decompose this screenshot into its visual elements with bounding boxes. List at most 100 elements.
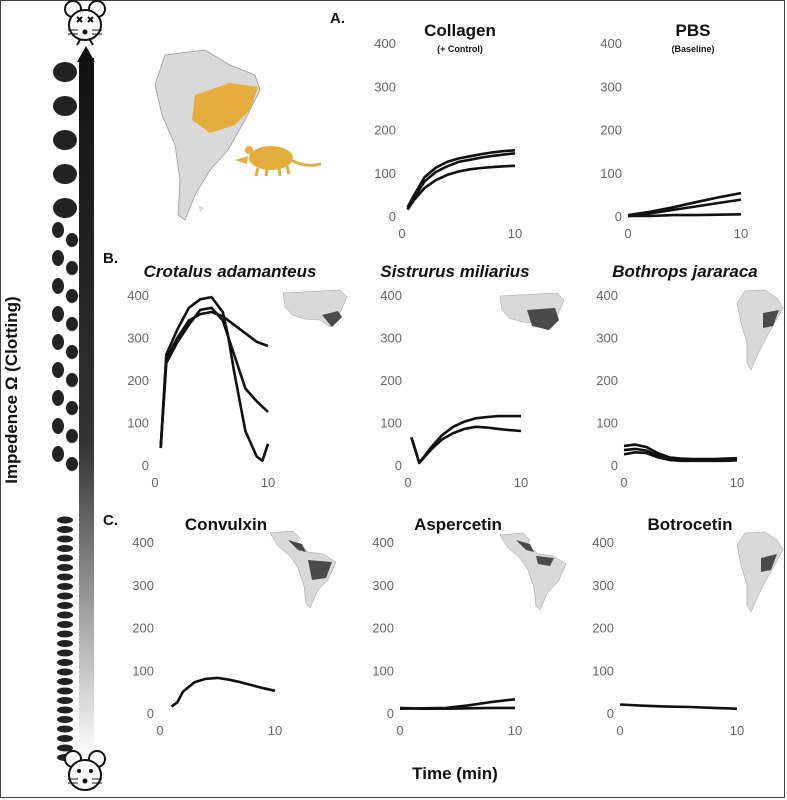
y-tick-label: 0	[147, 706, 154, 721]
chart-6: 0 100 200 300 400 0 10	[372, 535, 522, 738]
clot-fragment-icon	[52, 222, 64, 238]
y-tick-label: 200	[132, 621, 154, 636]
y-tick-label: 100	[600, 166, 622, 181]
series-line	[399, 706, 515, 711]
platelet-icon	[57, 564, 73, 571]
y-tick-label: 300	[600, 79, 622, 94]
x-tick-label: 0	[624, 226, 631, 241]
chart-2: 0 100 200 300 400 0 10	[127, 288, 275, 490]
x-tick-label: 10	[730, 723, 744, 738]
y-tick-label: 100	[596, 416, 618, 431]
y-tick-label: 0	[389, 209, 396, 224]
y-tick-label: 100	[127, 416, 149, 431]
x-tick-label: 10	[734, 226, 748, 241]
y-tick-label: 200	[596, 373, 618, 388]
chart-5: 0 100 200 300 400 0 10	[132, 535, 282, 738]
y-tick-label: 200	[592, 621, 614, 636]
y-tick-label: 200	[600, 123, 622, 138]
y-tick-label: 300	[596, 331, 618, 346]
x-tick-label: 0	[396, 723, 403, 738]
platelet-icon	[57, 735, 73, 742]
usa-map-icon	[499, 292, 565, 331]
y-tick-label: 0	[387, 706, 394, 721]
x-tick-label: 0	[616, 723, 623, 738]
clot-fragment-icon	[52, 390, 64, 406]
clot-blob-icon	[53, 164, 77, 184]
panel-letter-a: A.	[330, 10, 345, 27]
platelet-icon	[57, 687, 73, 695]
y-tick-label: 100	[380, 416, 402, 431]
series-line	[170, 676, 276, 708]
chart-subtitle-pbs: (Baseline)	[671, 44, 715, 54]
clot-blob-icon	[53, 198, 77, 218]
series-line	[410, 414, 521, 465]
platelet-icon	[57, 535, 73, 543]
y-tick-label: 0	[142, 458, 149, 473]
platelet-icon	[57, 592, 73, 600]
y-tick-label: 200	[380, 373, 402, 388]
y-tick-label: 400	[592, 535, 614, 550]
x-axis-label: Time (min)	[412, 764, 498, 783]
y-tick-label: 0	[615, 209, 622, 224]
platelet-icon	[57, 545, 73, 552]
platelet-icon	[57, 697, 73, 704]
clot-fragment-icon	[66, 289, 78, 303]
y-tick-label: 200	[374, 123, 396, 138]
y-tick-label: 0	[607, 706, 614, 721]
platelet-icon	[57, 611, 73, 619]
platelet-icon	[57, 583, 73, 590]
series-line	[623, 450, 738, 463]
y-tick-label: 200	[372, 621, 394, 636]
clot-blob-icon	[53, 62, 77, 82]
y-tick-label: 300	[374, 79, 396, 94]
chart-title-crotalus: Crotalus adamanteus	[143, 262, 317, 281]
y-tick-label: 300	[127, 331, 149, 346]
chart-subtitle-collagen: (+ Control)	[437, 44, 483, 54]
clot-fragment-icon	[52, 446, 64, 462]
mouse-alive-icon	[64, 750, 106, 791]
series-line	[619, 703, 738, 710]
opossum-icon	[235, 146, 322, 177]
clot-blob-icon	[53, 96, 77, 116]
usa-map-icon	[282, 289, 348, 328]
y-tick-label: 300	[372, 578, 394, 593]
y-tick-label: 400	[380, 288, 402, 303]
clot-fragment-icon	[66, 401, 78, 415]
platelet-icon	[57, 668, 73, 676]
south-america-map-icon	[736, 289, 784, 371]
chart-7: 0 100 200 300 400 0 10	[592, 535, 744, 738]
y-tick-label: 300	[132, 578, 154, 593]
panel-letter-c: C.	[103, 512, 118, 529]
mouse-dead-icon	[64, 0, 106, 46]
clot-fragment-icon	[66, 233, 78, 247]
x-tick-label: 10	[514, 475, 528, 490]
x-tick-label: 10	[261, 475, 275, 490]
clot-fragment-icon	[66, 373, 78, 387]
clot-fragment-icon	[52, 250, 64, 266]
chart-title-aspercetin: Aspercetin	[414, 515, 502, 534]
series-line	[627, 198, 742, 218]
y-tick-label: 300	[592, 578, 614, 593]
clot-blob-icon	[53, 130, 77, 150]
chart-3: 0 100 200 300 400 0 10	[380, 288, 528, 490]
platelet-icon	[57, 602, 73, 609]
y-tick-label: 400	[600, 36, 622, 51]
series-line	[406, 152, 516, 211]
y-tick-label: 0	[611, 458, 618, 473]
y-tick-label: 400	[374, 36, 396, 51]
platelet-icon	[57, 640, 73, 647]
series-line	[406, 164, 516, 211]
x-tick-label: 10	[508, 723, 522, 738]
clot-column	[52, 62, 78, 761]
series-line	[410, 425, 522, 465]
y-tick-label: 100	[374, 166, 396, 181]
x-tick-label: 0	[398, 226, 405, 241]
series-line	[627, 191, 742, 217]
x-tick-label: 0	[156, 723, 163, 738]
x-tick-label: 10	[730, 475, 744, 490]
clot-fragment-icon	[66, 345, 78, 359]
x-tick-label: 0	[620, 475, 627, 490]
chart-0: 0 100 200 300 400 0 10	[374, 36, 522, 241]
y-tick-label: 400	[372, 535, 394, 550]
